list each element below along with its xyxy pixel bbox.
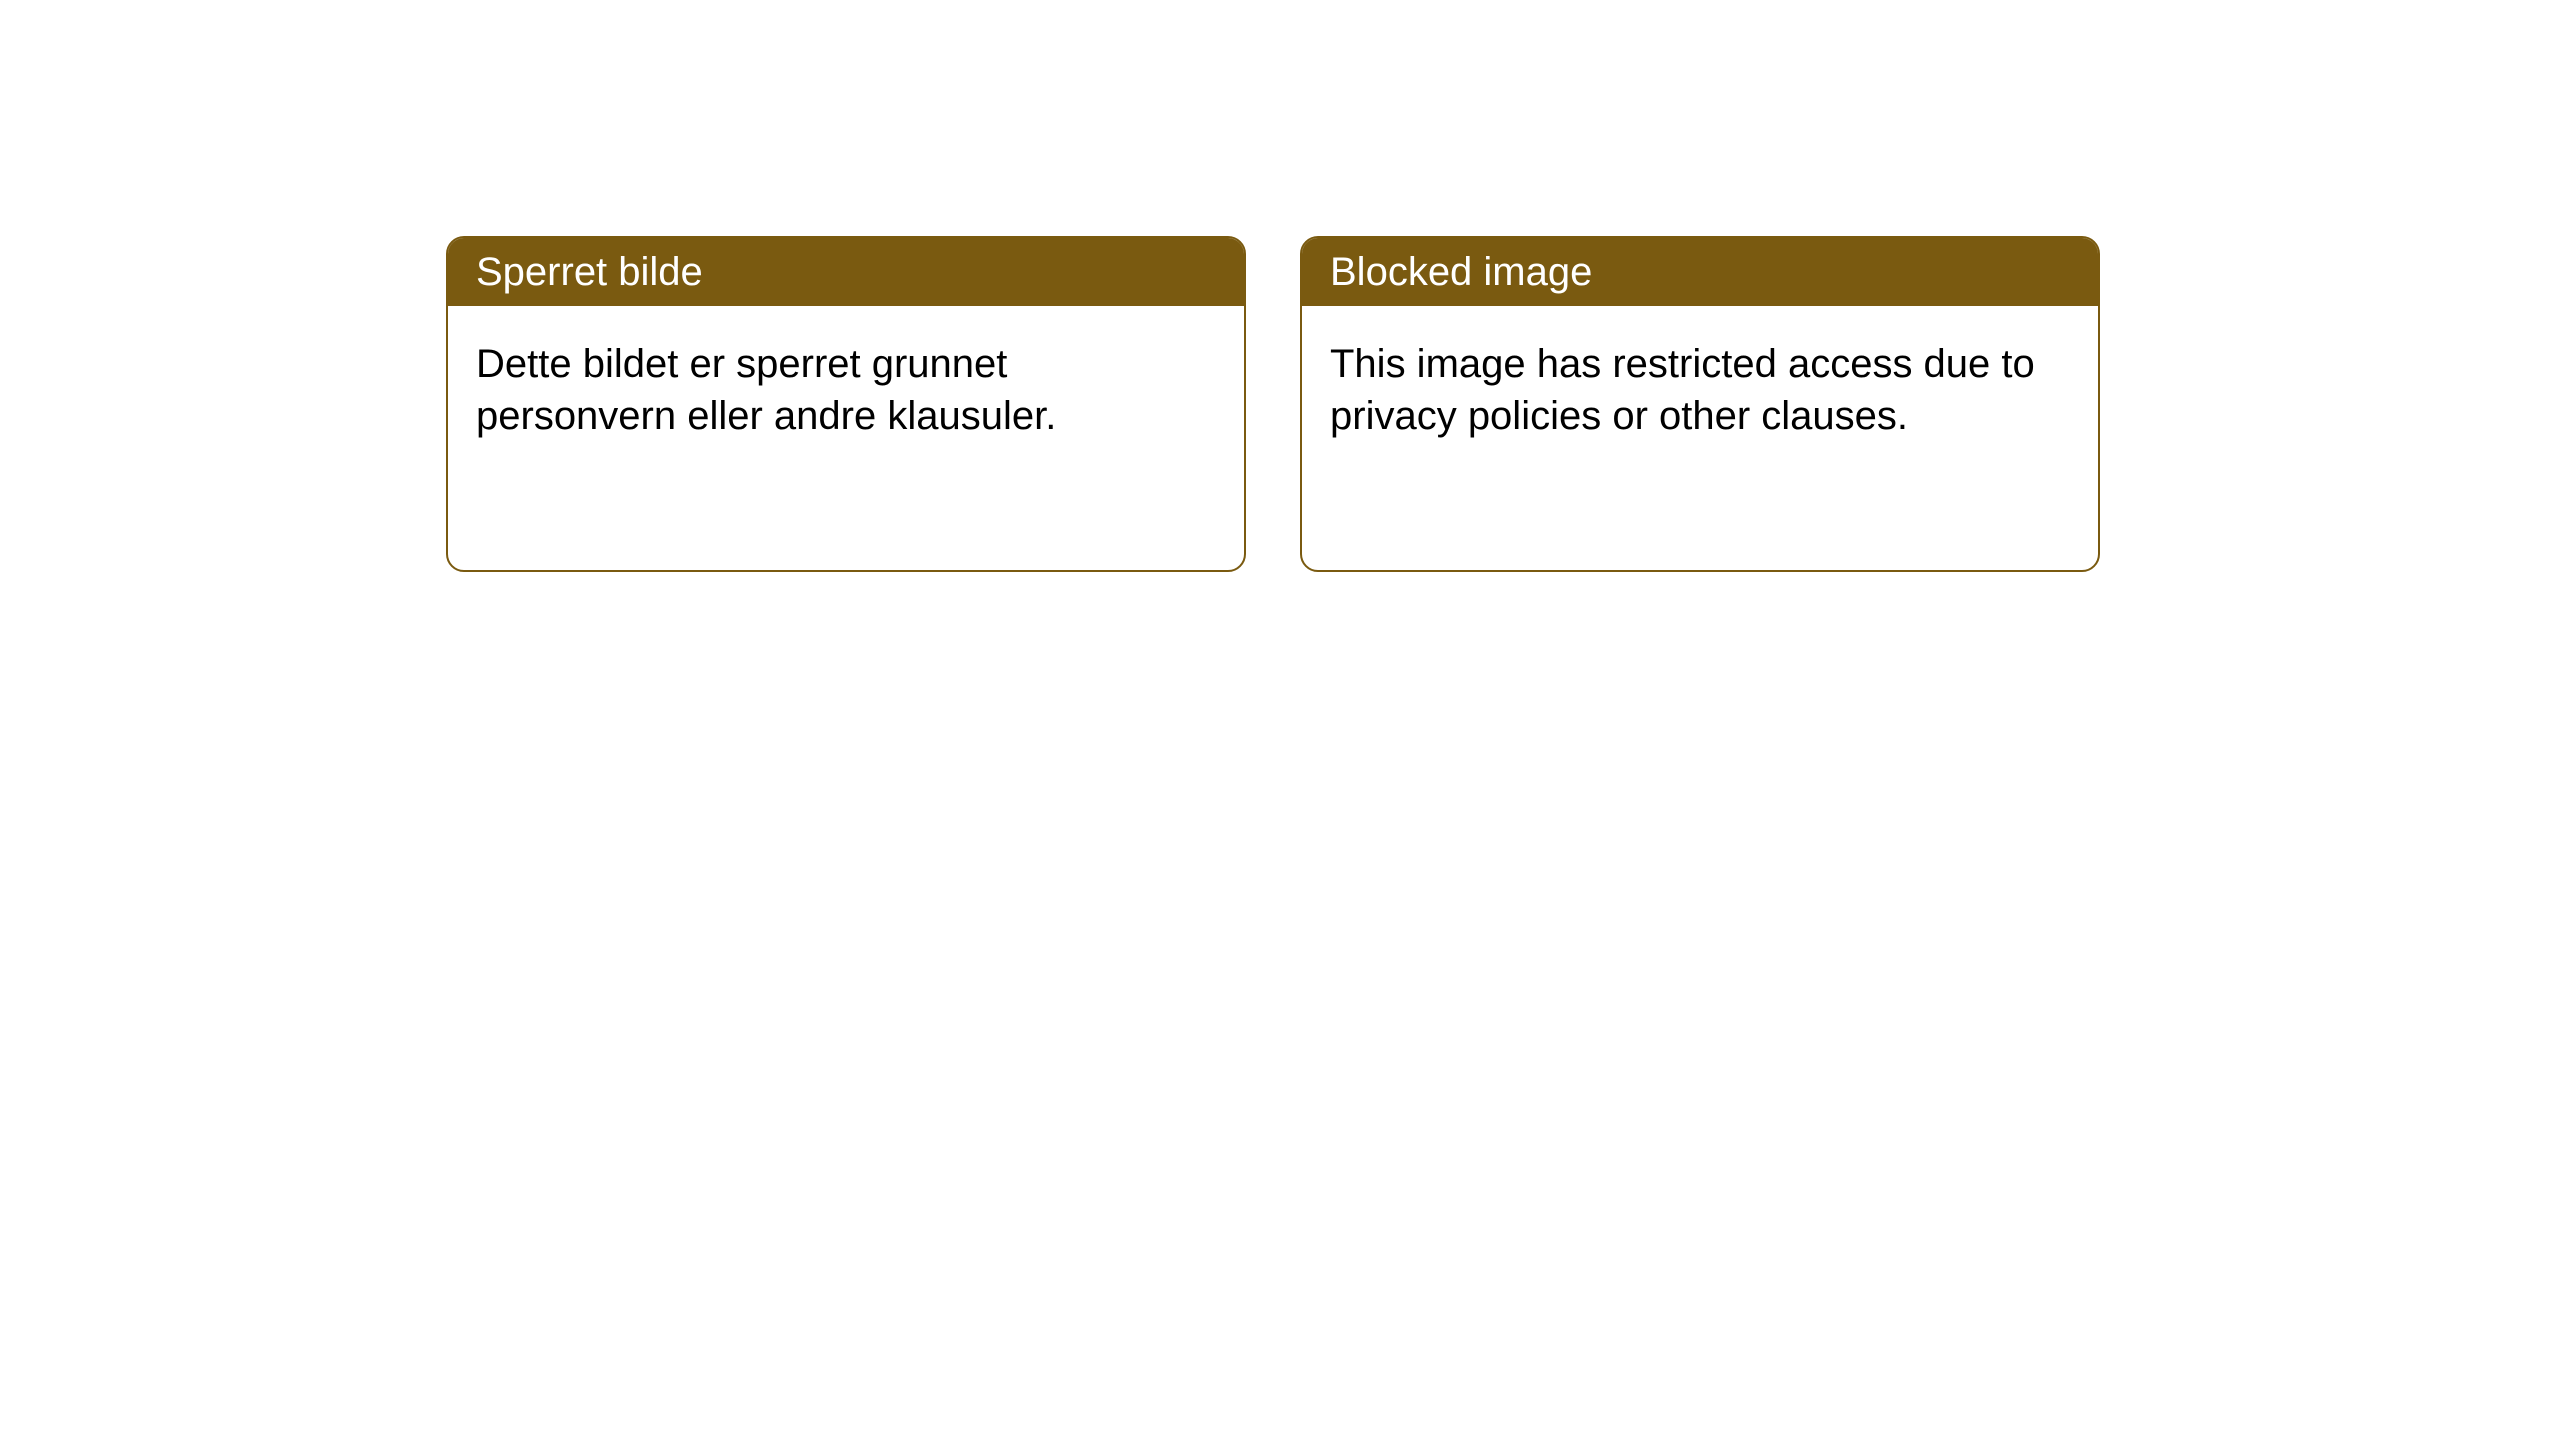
notice-card-norwegian: Sperret bilde Dette bildet er sperret gr… [446, 236, 1246, 572]
card-body: Dette bildet er sperret grunnet personve… [448, 306, 1244, 474]
notice-card-container: Sperret bilde Dette bildet er sperret gr… [446, 236, 2100, 572]
card-body: This image has restricted access due to … [1302, 306, 2098, 474]
card-title: Sperret bilde [476, 250, 703, 294]
notice-card-english: Blocked image This image has restricted … [1300, 236, 2100, 572]
card-body-text: Dette bildet er sperret grunnet personve… [476, 342, 1056, 438]
card-header: Sperret bilde [448, 238, 1244, 306]
card-title: Blocked image [1330, 250, 1592, 294]
card-body-text: This image has restricted access due to … [1330, 342, 2035, 438]
card-header: Blocked image [1302, 238, 2098, 306]
